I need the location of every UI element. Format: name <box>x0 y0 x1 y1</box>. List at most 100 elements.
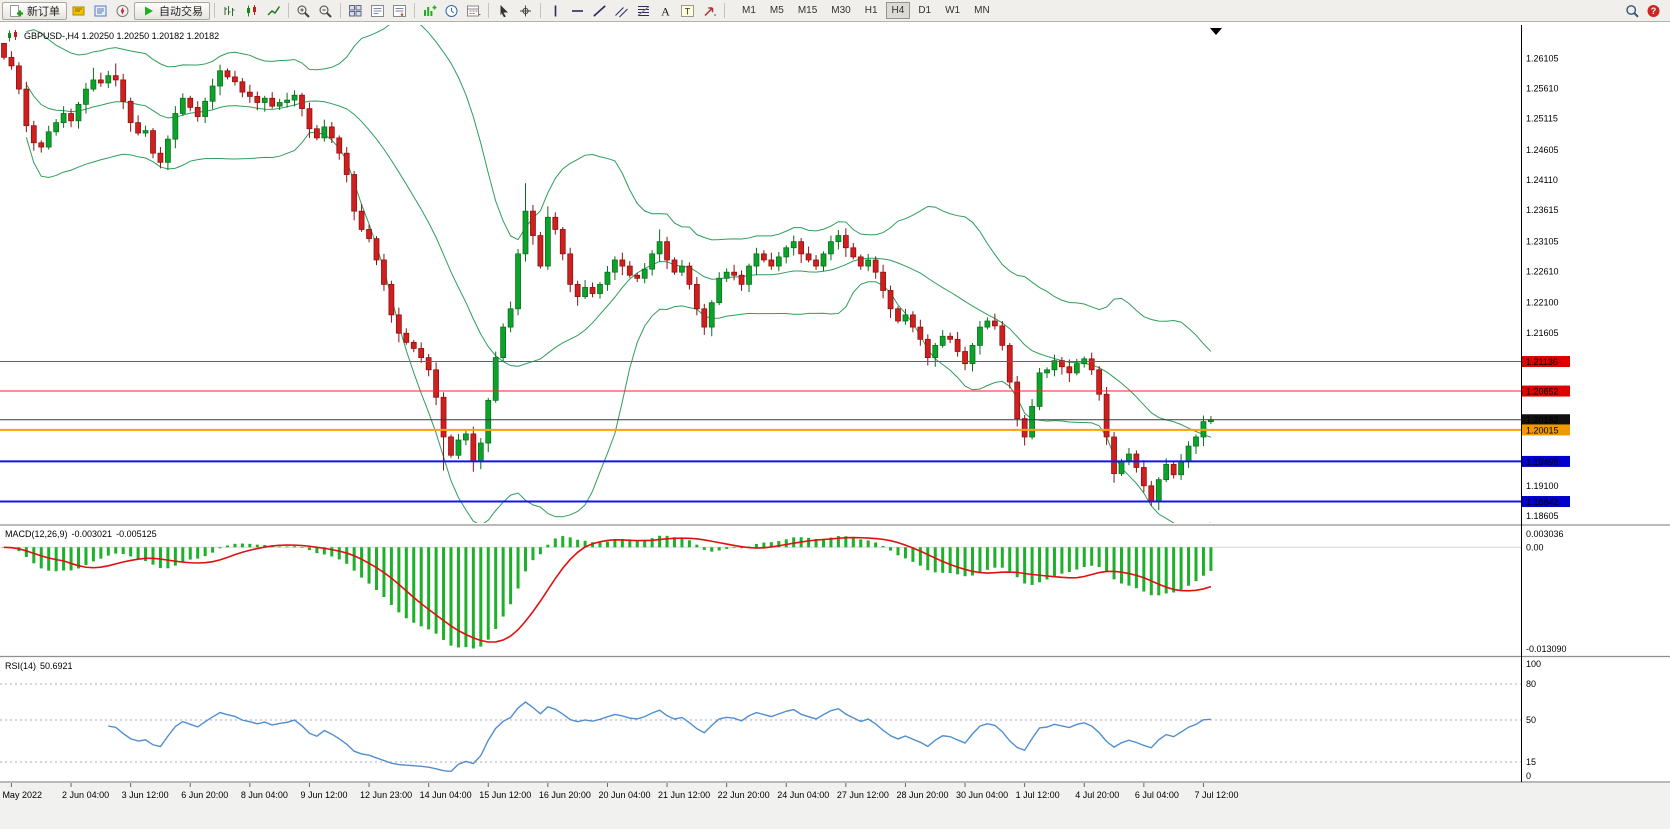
line-chart-button[interactable] <box>263 2 284 20</box>
svg-text:7 Jul 12:00: 7 Jul 12:00 <box>1194 790 1238 800</box>
strategy-tester-button[interactable] <box>441 2 462 20</box>
zoom-in-icon <box>296 4 311 18</box>
svg-text:50: 50 <box>1526 715 1536 725</box>
cursor-icon <box>496 4 511 18</box>
toolbar-right-group: ? <box>1622 2 1664 20</box>
svg-text:?: ? <box>1651 6 1657 16</box>
svg-text:3 Jun 12:00: 3 Jun 12:00 <box>122 790 169 800</box>
svg-text:100: 100 <box>1526 659 1541 669</box>
new-order-label: 新订单 <box>27 5 60 18</box>
strategy-tester-icon <box>444 4 459 18</box>
trendline-button[interactable] <box>589 2 610 20</box>
svg-text:24 Jun 04:00: 24 Jun 04:00 <box>777 790 829 800</box>
timeframe-d1-button[interactable]: D1 <box>918 5 932 16</box>
rsi-name: RSI(14) <box>5 661 37 671</box>
zoom-in-button[interactable] <box>293 2 314 20</box>
arrange-windows-button[interactable] <box>389 2 410 20</box>
horizontal-line-button[interactable] <box>567 2 588 20</box>
bar-chart-icon <box>222 4 237 18</box>
community-button[interactable]: ? <box>1643 2 1664 20</box>
auto-trading-icon <box>141 4 156 18</box>
svg-text:12 Jun 23:00: 12 Jun 23:00 <box>360 790 412 800</box>
trendline-icon <box>592 4 607 18</box>
chart-canvas[interactable]: 1.26105 1.25610 1.25115 1.24605 1.24110 1.236… <box>0 23 1670 829</box>
toolbar-separator <box>488 3 489 18</box>
chart-ohlc-text: GBPUSD-,H4 1.20250 1.20250 1.20182 1.201… <box>24 31 220 41</box>
rsi-label: RSI(14) 50.6921 <box>5 661 77 671</box>
svg-text:1.25610: 1.25610 <box>1526 83 1559 93</box>
new-order-icon <box>9 4 24 18</box>
svg-text:1.26105: 1.26105 <box>1526 53 1559 63</box>
text-icon: A <box>658 4 673 18</box>
timeframe-w1-button[interactable]: W1 <box>945 5 961 16</box>
auto-trading-label: 自动交易 <box>159 5 203 18</box>
market-watch-button[interactable] <box>68 2 89 20</box>
new-chart-icon <box>422 4 437 18</box>
svg-text:T: T <box>685 6 691 16</box>
svg-text:0.003036: 0.003036 <box>1526 529 1564 539</box>
svg-text:9 Jun 12:00: 9 Jun 12:00 <box>300 790 347 800</box>
svg-text:1.18605: 1.18605 <box>1526 511 1559 521</box>
text-label-button[interactable]: T <box>677 2 698 20</box>
candlestick-chart-button[interactable] <box>241 2 262 20</box>
svg-text:14 Jun 04:00: 14 Jun 04:00 <box>420 790 472 800</box>
tile-windows-button[interactable] <box>345 2 366 20</box>
cascade-windows-icon <box>370 4 385 18</box>
svg-text:May 2022: May 2022 <box>2 790 42 800</box>
svg-text:6 Jul 04:00: 6 Jul 04:00 <box>1135 790 1179 800</box>
chart-icon <box>5 29 20 43</box>
svg-text:15 Jun 12:00: 15 Jun 12:00 <box>479 790 531 800</box>
toolbar-separator <box>214 3 215 18</box>
svg-text:1.19100: 1.19100 <box>1526 481 1559 491</box>
text-label-icon: T <box>680 4 695 18</box>
svg-text:22 Jun 20:00: 22 Jun 20:00 <box>718 790 770 800</box>
timeframe-m15-button[interactable]: M15 <box>797 5 818 16</box>
candlestick-chart-icon <box>244 4 259 18</box>
svg-text:1.21605: 1.21605 <box>1526 328 1559 338</box>
auto-trading-button[interactable]: 自动交易 <box>134 1 210 20</box>
arrows-button[interactable] <box>699 2 720 20</box>
timeframe-h1-button[interactable]: H1 <box>864 5 878 16</box>
timeframe-m30-button[interactable]: M30 <box>831 5 851 16</box>
text-button[interactable]: A <box>655 2 676 20</box>
svg-text:-0.013090: -0.013090 <box>1526 644 1567 654</box>
bar-chart-button[interactable] <box>219 2 240 20</box>
zoom-out-button[interactable] <box>315 2 336 20</box>
data-window-button[interactable] <box>90 2 111 20</box>
zoom-out-icon <box>318 4 333 18</box>
cursor-button[interactable] <box>493 2 514 20</box>
chart-area: 1.26105 1.25610 1.25115 1.24605 1.24110 1.236… <box>0 23 1670 829</box>
svg-text:80: 80 <box>1526 679 1536 689</box>
timeframe-mn-button[interactable]: MN <box>974 5 990 16</box>
fibonacci-button[interactable] <box>633 2 654 20</box>
navigator-button[interactable] <box>112 2 133 20</box>
new-order-button[interactable]: 新订单 <box>2 1 67 20</box>
market-watch-icon <box>71 4 86 18</box>
timeframe-m1-button[interactable]: M1 <box>742 5 756 16</box>
svg-text:27 Jun 12:00: 27 Jun 12:00 <box>837 790 889 800</box>
vertical-line-button[interactable] <box>545 2 566 20</box>
symbol-search-button[interactable] <box>1622 2 1643 20</box>
cascade-windows-button[interactable] <box>367 2 388 20</box>
svg-text:A: A <box>661 4 670 18</box>
svg-text:1.24605: 1.24605 <box>1526 145 1559 155</box>
crosshair-button[interactable] <box>515 2 536 20</box>
macd-value-main: -0.003021 <box>71 529 113 539</box>
svg-text:1.18842: 1.18842 <box>1526 497 1559 507</box>
macd-name: MACD(12,26,9) <box>5 529 68 539</box>
svg-text:1.20182: 1.20182 <box>1526 415 1559 425</box>
svg-text:28 Jun 20:00: 28 Jun 20:00 <box>896 790 948 800</box>
vertical-line-icon <box>548 4 563 18</box>
horizontal-line-icon <box>570 4 585 18</box>
equidistant-channel-button[interactable] <box>611 2 632 20</box>
new-chart-button[interactable] <box>419 2 440 20</box>
svg-text:2 Jun 04:00: 2 Jun 04:00 <box>62 790 109 800</box>
line-chart-icon <box>266 4 281 18</box>
svg-text:1.25115: 1.25115 <box>1526 114 1558 124</box>
timeframe-h4-button[interactable]: H4 <box>885 2 911 19</box>
toolbar-separator <box>288 3 289 18</box>
svg-text:1.20015: 1.20015 <box>1526 425 1559 435</box>
timeframe-m5-button[interactable]: M5 <box>769 5 784 16</box>
calendar-button[interactable] <box>463 2 484 20</box>
